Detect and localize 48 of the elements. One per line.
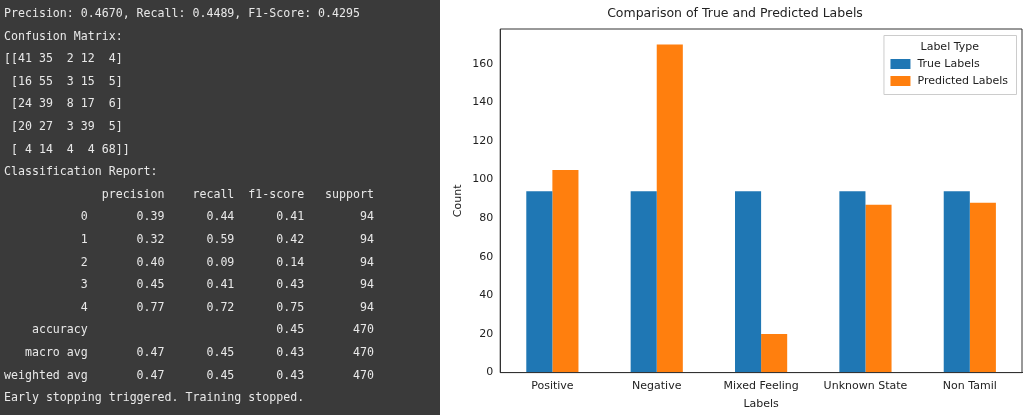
text: Early stopping triggered. Training stopped.	[4, 390, 305, 405]
text: 3 0.45 0.41 0.43 94	[80, 277, 374, 292]
chart-title: Comparison of True and Predicted Labels	[607, 4, 863, 20]
text: [24 39 8 17 6]	[10, 96, 123, 111]
legend-label: True Labels	[916, 56, 980, 70]
text: 4 0.77 0.72 0.75 94	[80, 299, 374, 314]
x-tick-label: Non Tamil	[942, 379, 997, 393]
y-tick-label: 40	[479, 288, 494, 302]
y-tick-label: 100	[472, 172, 494, 186]
legend-title: Label Type	[920, 39, 980, 53]
bar	[761, 333, 788, 373]
y-tick-label: 60	[479, 249, 494, 263]
text: [ 4 14 4 4 68]]	[10, 141, 130, 156]
y-tick-label: 0	[486, 365, 494, 379]
bar	[656, 44, 683, 373]
text: 1 0.32 0.59 0.42 94	[80, 231, 374, 246]
y-axis-title: Count	[451, 183, 465, 218]
x-tick-label: Mixed Feeling	[723, 379, 799, 393]
y-tick-label: 140	[472, 95, 494, 109]
y-tick-label: 120	[472, 133, 494, 147]
y-tick-label: 160	[472, 56, 494, 70]
x-axis-title: Labels	[743, 397, 780, 411]
text: Classification Report:	[4, 164, 158, 179]
text: weighted avg 0.47 0.45 0.43 470	[4, 367, 374, 382]
bar	[969, 202, 996, 373]
text: Precision: 0.4670, Recall: 0.4489, F1-Score: 0.4295	[4, 6, 360, 20]
bar	[839, 191, 866, 373]
text: accuracy 0.45 470	[31, 322, 374, 337]
y-tick-label: 80	[479, 211, 494, 225]
text: macro avg 0.47 0.45 0.43 470	[24, 344, 374, 359]
text: 2 0.40 0.09 0.14 94	[80, 254, 374, 269]
text: [[41 35 2 12 4]	[4, 51, 123, 66]
text: precision recall f1-score support	[101, 186, 374, 201]
text: [16 55 3 15 5]	[10, 73, 123, 88]
text: 0 0.39 0.44 0.41 94	[80, 209, 374, 224]
x-tick-label: Negative	[632, 379, 682, 393]
legend-label: Predicted Labels	[917, 73, 1009, 87]
text: [20 27 3 39 5]	[10, 118, 123, 133]
bar	[735, 191, 762, 373]
bar	[865, 204, 892, 373]
bar	[943, 191, 970, 373]
x-tick-label: Unknown State	[823, 379, 908, 393]
x-tick-label: Positive	[531, 379, 574, 393]
bar	[630, 191, 657, 373]
y-tick-label: 20	[479, 326, 494, 340]
bar	[526, 191, 553, 373]
bar	[552, 169, 579, 373]
text: Confusion Matrix:	[4, 28, 123, 43]
